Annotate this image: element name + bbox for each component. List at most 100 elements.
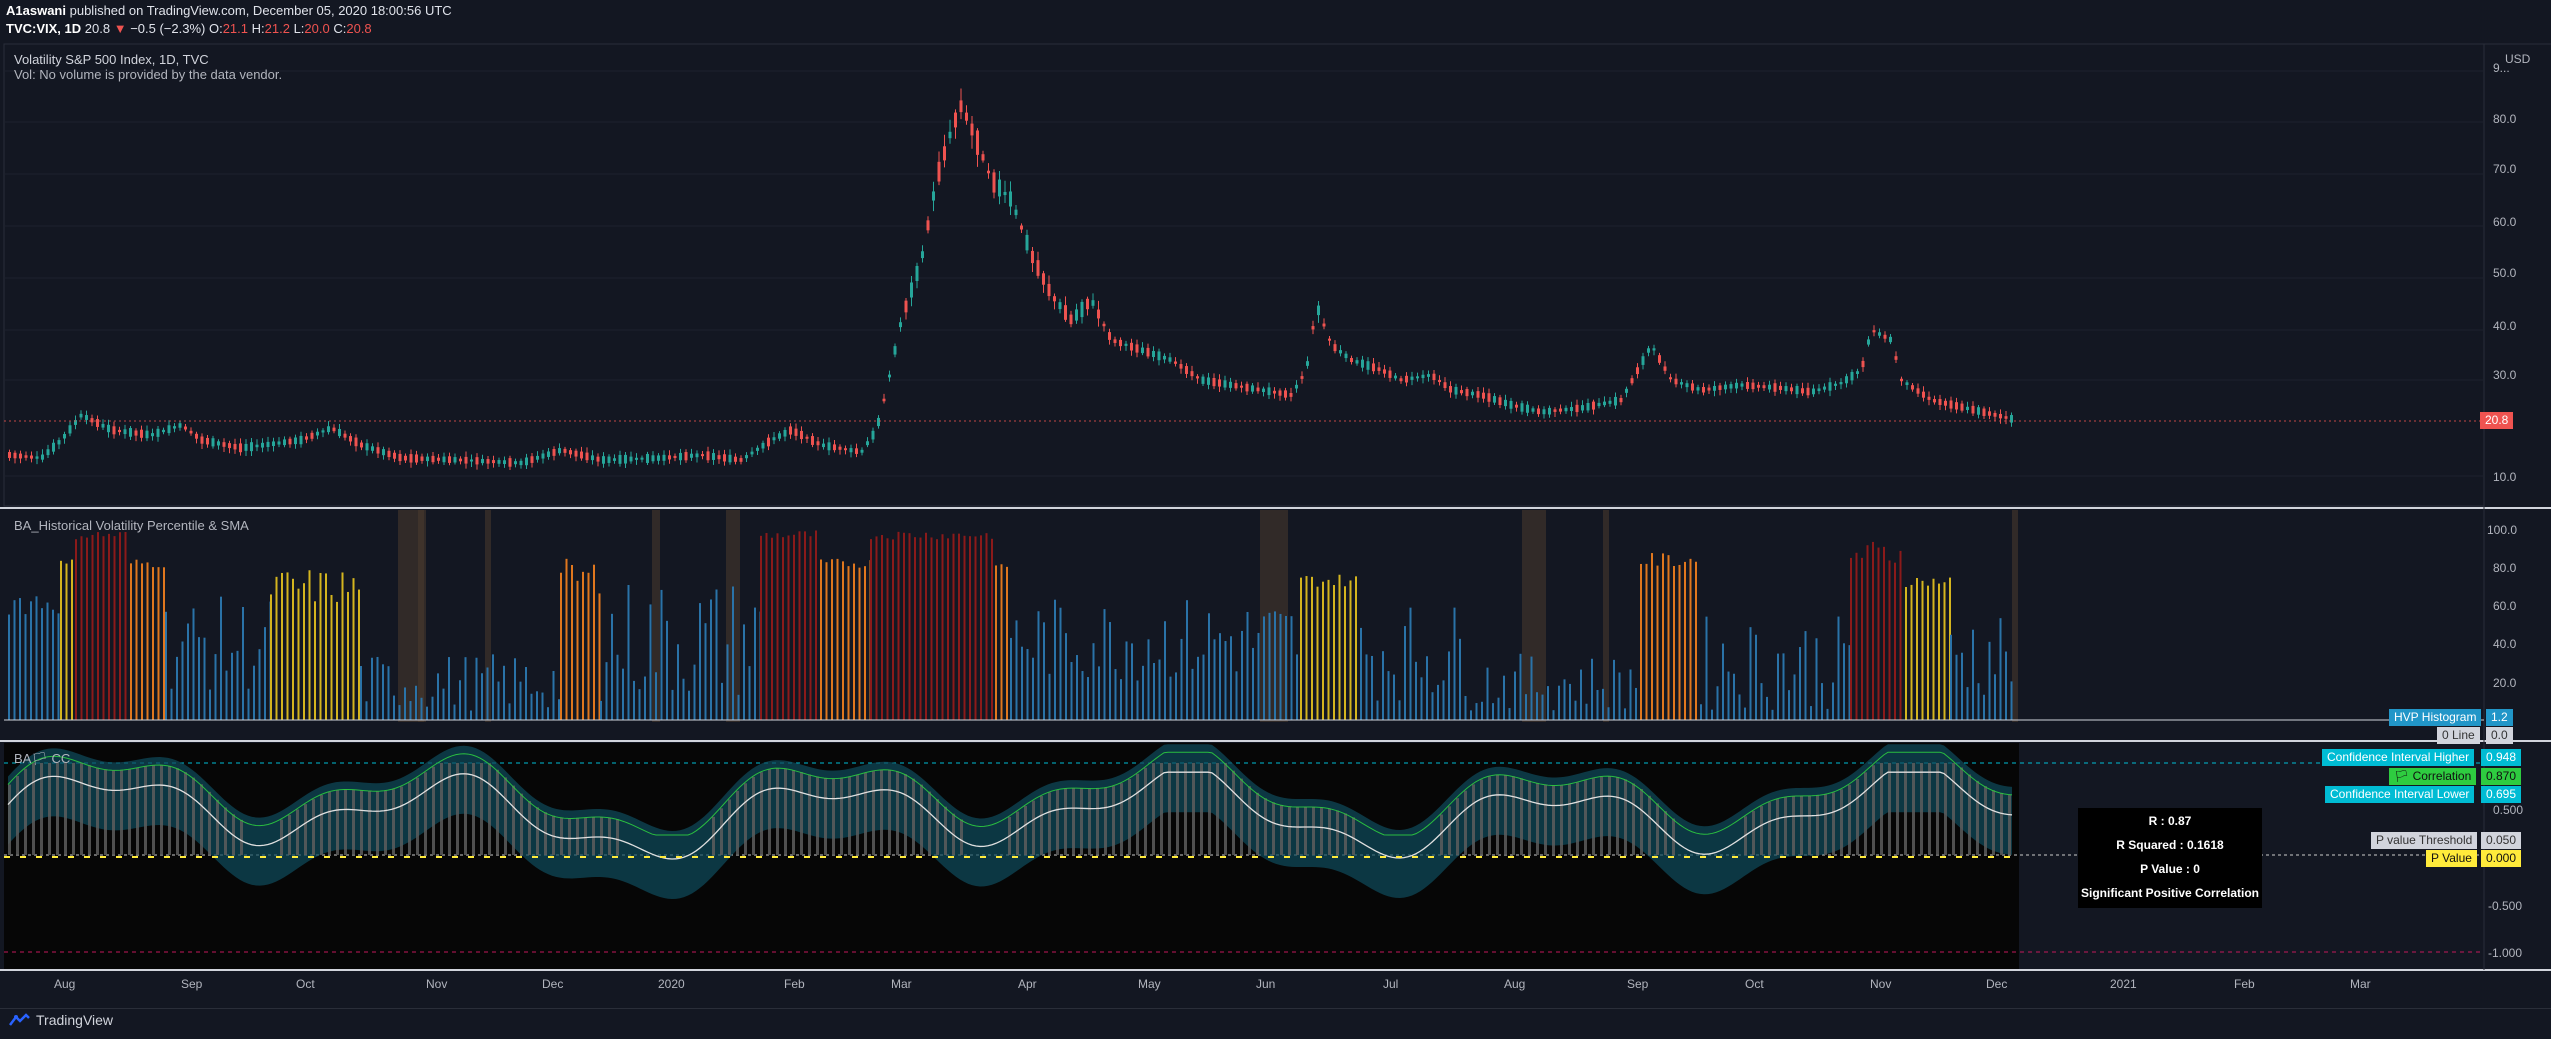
hvp-bar — [1866, 545, 1869, 720]
candle — [1619, 398, 1623, 403]
hvp-bar — [1894, 562, 1896, 720]
candle — [767, 437, 770, 447]
cc-histogram-bar — [1976, 780, 1979, 855]
main-pane-title[interactable]: Volatility S&P 500 Index, 1D, TVC — [14, 52, 209, 67]
hvp-bar — [113, 536, 116, 720]
hvp-bar — [1843, 643, 1845, 720]
cc-histogram-bar — [104, 769, 107, 855]
hvp-bar — [459, 680, 461, 720]
hvp-bar — [442, 688, 445, 720]
hvp-pane-title[interactable]: BA_Historical Volatility Percentile & SM… — [14, 518, 249, 533]
cc-histogram-bar — [832, 778, 835, 855]
cc-histogram-bar — [1960, 767, 1963, 855]
candle — [1157, 351, 1161, 361]
hvp-bar — [86, 537, 88, 720]
candle — [382, 449, 385, 456]
candle — [1878, 332, 1881, 336]
hvp-bar — [1349, 580, 1352, 720]
cc-histogram-bar — [1840, 789, 1843, 855]
open-value: 21.1 — [222, 21, 249, 36]
hvp-bar — [1580, 669, 1582, 720]
candle — [1124, 343, 1128, 346]
candle — [1663, 366, 1667, 371]
hvp-bar — [1950, 634, 1952, 720]
cc-histogram-bar — [352, 789, 355, 855]
hvp-bar — [1972, 629, 1974, 720]
candle — [431, 455, 435, 463]
hvp-bar — [1497, 697, 1500, 720]
hvp-bar — [726, 644, 729, 720]
candle — [536, 455, 539, 460]
cc-histogram-bar — [1160, 763, 1163, 855]
symbol-name[interactable]: TVC:VIX, 1D — [6, 21, 82, 36]
candle — [1982, 408, 1986, 416]
candle — [1894, 356, 1898, 360]
candle — [1740, 383, 1744, 387]
cc-histogram-bar — [376, 791, 379, 855]
y-tick: 70.0 — [2493, 162, 2517, 176]
hvp-bar — [519, 681, 522, 720]
hvp-bar — [560, 572, 562, 720]
cc-histogram-bar — [752, 776, 755, 855]
candle — [811, 436, 814, 445]
hvp-bar — [1197, 656, 1199, 720]
candle — [1988, 411, 1991, 416]
hvp-bar — [1010, 637, 1012, 720]
hvp-bar — [776, 533, 779, 720]
hvp-bar — [804, 531, 806, 720]
hvp-bar — [947, 538, 949, 720]
cc-histogram-bar — [464, 763, 467, 855]
hvp-bar — [1274, 611, 1276, 720]
x-tick: Oct — [1745, 977, 1764, 991]
hvp-bar — [108, 533, 110, 720]
open-label: O: — [208, 21, 223, 36]
cc-histogram-bar — [1448, 806, 1451, 855]
candle — [497, 460, 501, 464]
hvp-bar — [1453, 607, 1456, 720]
hvp-bar — [336, 601, 338, 720]
candle — [1933, 399, 1936, 403]
hvp-bar — [1481, 701, 1483, 720]
cc-histogram-bar — [160, 765, 163, 855]
cc-histogram-bar — [1120, 783, 1123, 855]
hvp-bar — [1888, 560, 1891, 720]
cc-histogram-bar — [40, 763, 43, 855]
cc-histogram-bar — [1968, 774, 1971, 855]
candle — [178, 423, 182, 428]
candle — [338, 428, 341, 437]
candle — [1284, 390, 1287, 398]
candle — [1900, 378, 1903, 382]
hvp-bar — [341, 572, 344, 720]
y-tick: 50.0 — [2493, 266, 2517, 280]
candle — [1674, 378, 1678, 385]
candle — [349, 436, 352, 442]
cc-correlation-line — [7, 771, 2013, 860]
cc-pane-title[interactable]: BA🏳 CC — [14, 751, 71, 766]
cc-histogram-bar — [416, 777, 419, 855]
hvp-bar — [941, 534, 944, 720]
publish-info: published on TradingView.com, December 0… — [69, 3, 452, 18]
cc-histogram-bar — [1520, 778, 1523, 855]
hvp-bar — [1120, 679, 1122, 720]
candle — [101, 423, 105, 428]
author-name[interactable]: A1aswani — [6, 3, 66, 18]
cc-histogram-bar — [1072, 788, 1075, 855]
candle — [470, 459, 473, 462]
close-value: 20.8 — [346, 21, 372, 36]
candle — [844, 448, 847, 451]
candle — [1883, 334, 1887, 339]
cc-histogram-bar — [1328, 808, 1331, 855]
candle — [57, 440, 61, 445]
hvp-bar — [1552, 710, 1555, 720]
candle — [525, 457, 528, 466]
hvp-bar — [1777, 653, 1779, 720]
candle — [734, 456, 737, 462]
hvp-bar — [1994, 674, 1996, 720]
cc-histogram-bar — [192, 777, 195, 855]
candle — [1251, 385, 1254, 392]
tradingview-brand[interactable]: TradingView — [8, 1012, 113, 1028]
hvp-shade — [652, 510, 660, 722]
candle — [1845, 376, 1848, 384]
correlation-value: 0.870 — [2481, 768, 2522, 785]
